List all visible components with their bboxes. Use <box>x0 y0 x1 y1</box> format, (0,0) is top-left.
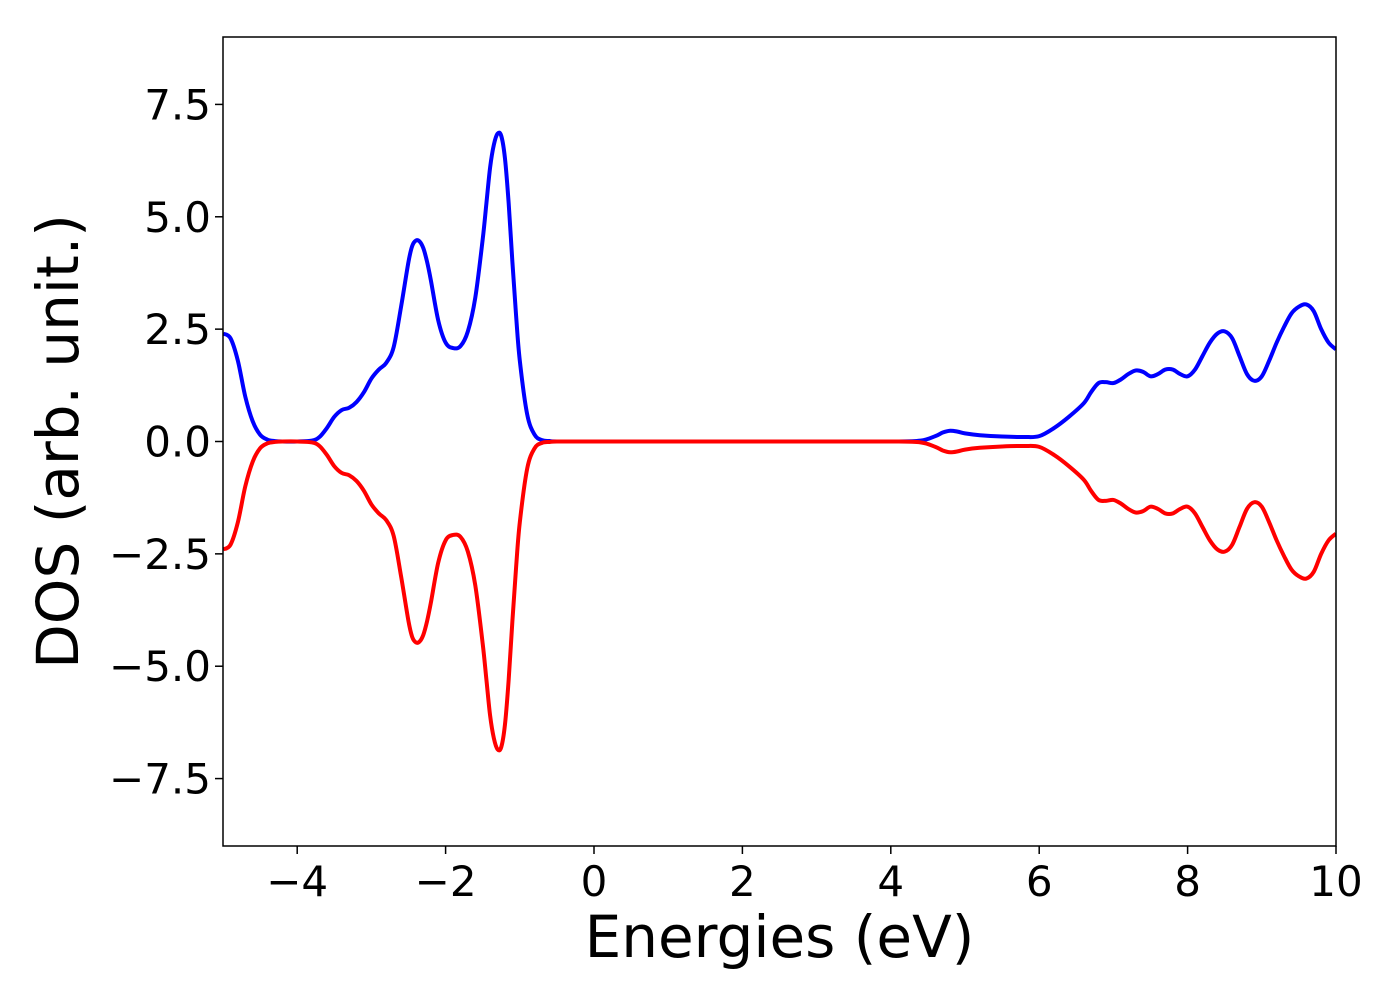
x-tick-label: 2 <box>729 857 756 906</box>
x-axis-label: Energies (eV) <box>585 903 975 971</box>
y-axis-label: DOS (arb. unit.) <box>24 214 92 669</box>
x-tick-label: 4 <box>877 857 904 906</box>
y-tick-label: −5.0 <box>109 642 211 691</box>
x-tick-label: 10 <box>1309 857 1362 906</box>
x-tick-label: −4 <box>266 857 328 906</box>
y-axis: −7.5 −5.0 −2.5 0.0 2.5 5.0 7.5 <box>109 80 223 804</box>
series-layer <box>223 130 1336 753</box>
y-tick-label: 2.5 <box>144 305 211 354</box>
series-line-2 <box>223 439 1336 753</box>
series-line-1 <box>223 130 1336 444</box>
y-tick-label: 5.0 <box>144 193 211 242</box>
y-tick-label: 0.0 <box>144 418 211 467</box>
x-axis: −4 −2 0 2 4 6 8 10 <box>266 846 1363 906</box>
x-tick-label: 8 <box>1174 857 1201 906</box>
x-tick-label: −2 <box>415 857 477 906</box>
y-tick-label: 7.5 <box>144 80 211 129</box>
y-tick-label: −7.5 <box>109 755 211 804</box>
x-tick-label: 0 <box>581 857 608 906</box>
y-tick-label: −2.5 <box>109 530 211 579</box>
x-tick-label: 6 <box>1026 857 1053 906</box>
